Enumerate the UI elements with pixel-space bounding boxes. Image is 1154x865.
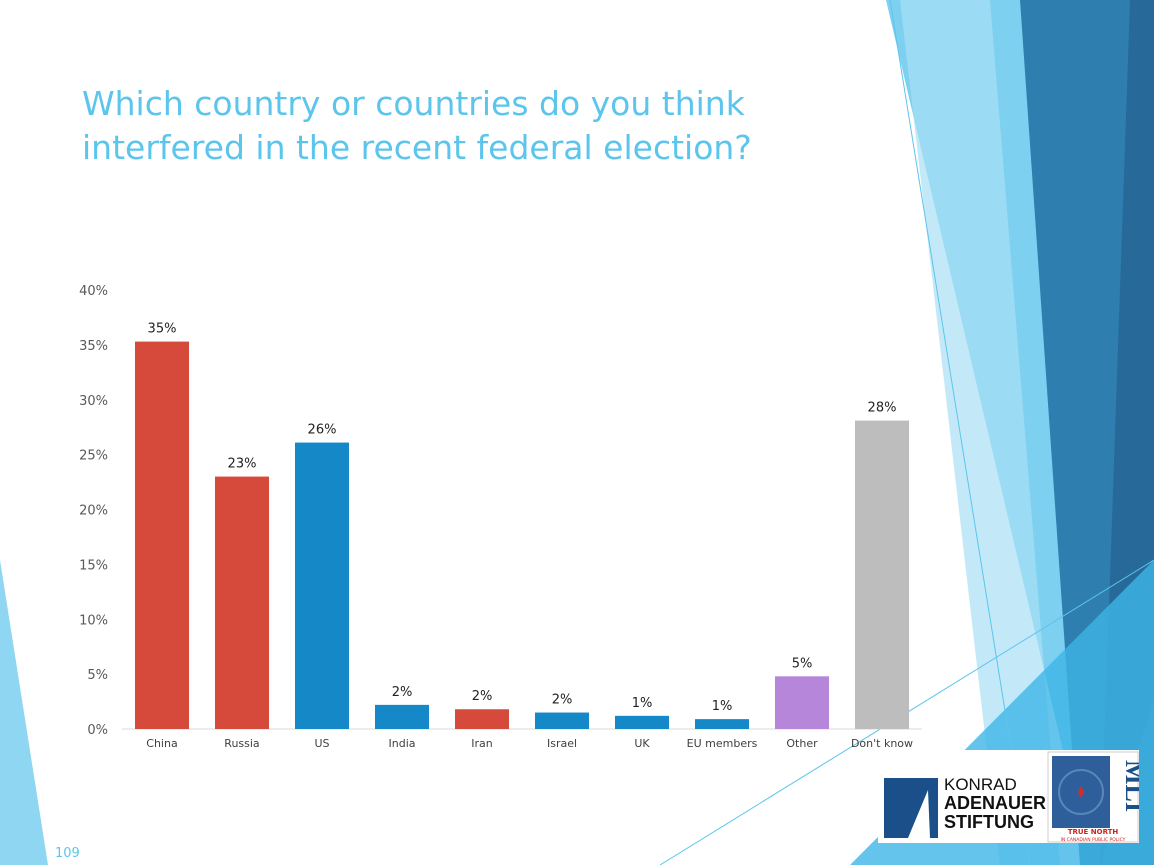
y-tick-label: 0% <box>87 723 108 738</box>
x-tick-label: Don't know <box>851 737 913 750</box>
x-tick-label: US <box>314 737 329 750</box>
bar <box>295 442 349 729</box>
x-tick-label: Israel <box>547 737 577 750</box>
data-label: 28% <box>868 401 897 416</box>
y-tick-label: 40% <box>79 284 108 299</box>
y-tick-label: 15% <box>79 558 108 573</box>
bar <box>535 712 589 729</box>
kas-logo: KONRAD ADENAUER STIFTUNG <box>884 775 1046 838</box>
y-tick-label: 5% <box>87 668 108 683</box>
bar <box>375 704 429 729</box>
x-tick-label: Russia <box>224 737 259 750</box>
data-label: 23% <box>228 457 257 472</box>
bar <box>615 715 669 729</box>
y-tick-label: 25% <box>79 449 108 464</box>
y-tick-label: 20% <box>79 504 108 519</box>
svg-text:TRUE NORTH: TRUE NORTH <box>1068 828 1119 836</box>
data-label: 2% <box>552 693 573 708</box>
svg-text:IN CANADIAN PUBLIC POLICY: IN CANADIAN PUBLIC POLICY <box>1061 837 1126 843</box>
svg-text:KONRAD: KONRAD <box>944 775 1017 794</box>
svg-text:ADENAUER: ADENAUER <box>944 793 1046 813</box>
bar <box>455 709 509 729</box>
partner-logos: KONRAD ADENAUER STIFTUNG MLI TRUE NORTH … <box>878 750 1139 843</box>
mli-logo: MLI TRUE NORTH IN CANADIAN PUBLIC POLICY <box>1047 751 1139 843</box>
data-label: 1% <box>632 696 653 711</box>
x-tick-label: Other <box>786 737 818 750</box>
y-tick-label: 35% <box>79 339 108 354</box>
data-label: 35% <box>148 322 177 337</box>
y-tick-label: 30% <box>79 394 108 409</box>
data-label: 2% <box>392 685 413 700</box>
svg-text:MLI: MLI <box>1120 760 1139 812</box>
x-tick-label: UK <box>634 737 650 750</box>
x-tick-label: China <box>146 737 177 750</box>
y-tick-label: 10% <box>79 613 108 628</box>
bar <box>135 341 189 729</box>
bar <box>215 476 269 729</box>
x-tick-label: India <box>389 737 416 750</box>
data-label: 1% <box>712 699 733 714</box>
bar <box>695 719 749 729</box>
svg-text:STIFTUNG: STIFTUNG <box>944 812 1034 832</box>
bar <box>775 676 829 729</box>
bar <box>855 420 909 729</box>
x-tick-label: Iran <box>471 737 493 750</box>
data-label: 26% <box>308 423 337 438</box>
data-label: 2% <box>472 689 493 704</box>
slide-title: Which country or countries do you think … <box>82 84 752 167</box>
data-label: 5% <box>792 656 813 671</box>
x-tick-label: EU members <box>687 737 758 750</box>
page-number: 109 <box>55 846 80 861</box>
